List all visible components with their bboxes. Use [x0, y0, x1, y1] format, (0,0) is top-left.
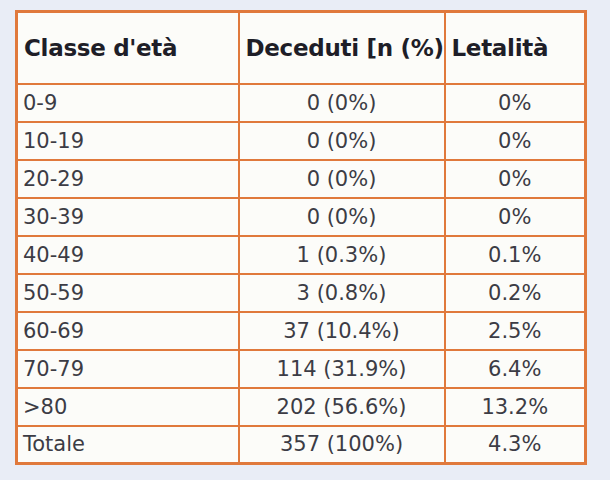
deceased-cell: 202 (56.6%) [239, 388, 445, 426]
age-class-cell: 40-49 [17, 236, 239, 274]
deceased-cell: 1 (0.3%) [239, 236, 445, 274]
age-class-cell: 0-9 [17, 84, 239, 122]
deceased-cell: 357 (100%) [239, 426, 445, 464]
lethality-cell: 0% [445, 198, 586, 236]
table-body: 0-9 0 (0%) 0% 10-19 0 (0%) 0% 20-29 0 (0… [17, 84, 586, 464]
deceased-cell: 0 (0%) [239, 122, 445, 160]
table-row: 60-69 37 (10.4%) 2.5% [17, 312, 586, 350]
table-row: 0-9 0 (0%) 0% [17, 84, 586, 122]
lethality-cell: 0% [445, 160, 586, 198]
age-class-cell: 60-69 [17, 312, 239, 350]
table-header: Classe d'età Deceduti [n (%)] Letalità [17, 12, 586, 84]
lethality-cell: 0% [445, 122, 586, 160]
lethality-cell: 0.1% [445, 236, 586, 274]
header-row: Classe d'età Deceduti [n (%)] Letalità [17, 12, 586, 84]
column-header-deceased: Deceduti [n (%)] [239, 12, 445, 84]
lethality-cell: 13.2% [445, 388, 586, 426]
column-header-lethality: Letalità [445, 12, 586, 84]
age-class-cell: Totale [17, 426, 239, 464]
age-class-cell: 20-29 [17, 160, 239, 198]
lethality-cell: 0% [445, 84, 586, 122]
table-row: 10-19 0 (0%) 0% [17, 122, 586, 160]
table-row: 40-49 1 (0.3%) 0.1% [17, 236, 586, 274]
lethality-cell: 6.4% [445, 350, 586, 388]
age-class-cell: 30-39 [17, 198, 239, 236]
table-row: >80 202 (56.6%) 13.2% [17, 388, 586, 426]
mortality-by-age-table: Classe d'età Deceduti [n (%)] Letalità 0… [15, 10, 587, 465]
deceased-cell: 114 (31.9%) [239, 350, 445, 388]
table-row: 30-39 0 (0%) 0% [17, 198, 586, 236]
deceased-cell: 0 (0%) [239, 84, 445, 122]
age-class-cell: 50-59 [17, 274, 239, 312]
age-class-cell: >80 [17, 388, 239, 426]
age-class-cell: 70-79 [17, 350, 239, 388]
table-row: 70-79 114 (31.9%) 6.4% [17, 350, 586, 388]
deceased-cell: 3 (0.8%) [239, 274, 445, 312]
deceased-cell: 0 (0%) [239, 198, 445, 236]
lethality-cell: 0.2% [445, 274, 586, 312]
lethality-cell: 2.5% [445, 312, 586, 350]
lethality-cell: 4.3% [445, 426, 586, 464]
deceased-cell: 37 (10.4%) [239, 312, 445, 350]
deceased-cell: 0 (0%) [239, 160, 445, 198]
table-row-total: Totale 357 (100%) 4.3% [17, 426, 586, 464]
table-row: 20-29 0 (0%) 0% [17, 160, 586, 198]
column-header-age-class: Classe d'età [17, 12, 239, 84]
table-row: 50-59 3 (0.8%) 0.2% [17, 274, 586, 312]
age-class-cell: 10-19 [17, 122, 239, 160]
